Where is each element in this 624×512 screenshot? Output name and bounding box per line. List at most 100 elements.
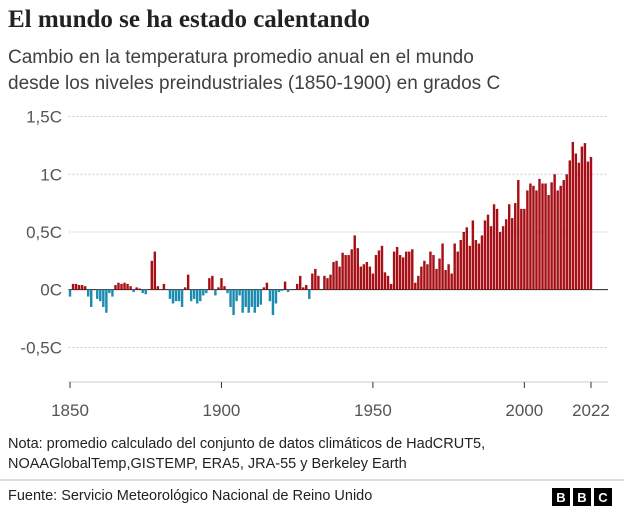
bar — [208, 278, 211, 290]
bar — [486, 214, 490, 290]
bar — [450, 273, 453, 290]
bar — [105, 289, 108, 313]
bar — [156, 286, 160, 290]
bar — [408, 251, 411, 290]
bar — [356, 248, 359, 290]
bar — [520, 208, 523, 290]
bar — [202, 289, 205, 296]
bar — [180, 289, 184, 307]
bar — [141, 289, 144, 294]
bar — [235, 289, 238, 302]
x-tick-label: 2000 — [505, 401, 543, 420]
bar — [523, 208, 526, 290]
bar — [359, 266, 363, 290]
logo-box — [594, 488, 612, 506]
bar — [574, 153, 578, 290]
bar — [80, 285, 84, 290]
bar — [386, 275, 390, 290]
logo-letter: C — [598, 490, 608, 505]
bar — [580, 146, 584, 290]
bar — [577, 162, 581, 290]
bar — [501, 226, 505, 290]
bar — [253, 289, 256, 313]
bar — [259, 289, 263, 305]
bar — [186, 274, 190, 290]
chart-subtitle: Cambio en la temperatura promedio anual … — [8, 47, 474, 68]
bar — [374, 255, 378, 290]
bar — [314, 268, 317, 290]
bar — [389, 283, 393, 290]
bar — [432, 255, 435, 290]
bar — [383, 272, 387, 290]
bar — [189, 289, 193, 302]
bar — [471, 220, 475, 290]
bar — [544, 183, 547, 290]
bar — [232, 289, 235, 316]
bar — [514, 203, 517, 290]
bar — [135, 287, 138, 290]
bar — [456, 251, 459, 290]
note: NOAAGlobalTemp,GISTEMP, ERA5, JRA-55 y B… — [8, 456, 407, 472]
bar — [417, 275, 420, 290]
chart-title: El mundo se ha estado calentando — [8, 6, 370, 33]
bar — [395, 246, 399, 290]
bar — [77, 285, 81, 290]
bar — [268, 289, 272, 302]
bar — [144, 289, 147, 295]
bar — [392, 251, 396, 290]
bar — [96, 289, 99, 299]
bar — [353, 235, 356, 290]
bar — [553, 174, 556, 290]
source: Fuente: Servicio Meteorológico Nacional … — [8, 488, 372, 504]
bar — [495, 208, 499, 290]
bar — [535, 190, 538, 290]
bar — [123, 282, 126, 290]
bar — [153, 251, 157, 290]
bar — [398, 255, 402, 290]
bar — [326, 278, 329, 290]
bar — [423, 260, 426, 290]
bar — [192, 289, 196, 299]
bar — [217, 287, 220, 290]
bar — [556, 190, 559, 290]
bar — [283, 281, 287, 290]
bar — [447, 264, 450, 290]
bar — [435, 268, 438, 290]
bar — [177, 289, 181, 302]
bar — [526, 190, 529, 290]
bar — [120, 283, 123, 290]
bar — [532, 185, 535, 290]
bar — [108, 289, 111, 294]
bar — [183, 287, 187, 290]
bar — [114, 285, 117, 290]
bar — [102, 289, 105, 307]
bar — [362, 264, 366, 290]
bar — [132, 289, 135, 292]
bar — [562, 180, 565, 290]
bar — [344, 255, 347, 290]
bar — [226, 289, 229, 294]
bar — [420, 266, 423, 290]
bar — [205, 289, 208, 294]
bar — [241, 289, 244, 313]
bar — [565, 174, 568, 290]
bar — [350, 249, 353, 290]
y-tick-label: 1C — [40, 165, 62, 184]
bar — [492, 204, 496, 290]
bar — [274, 289, 278, 304]
bar — [90, 289, 93, 307]
bar — [401, 257, 405, 290]
bar — [138, 288, 141, 290]
bar — [365, 261, 369, 290]
bar — [280, 289, 284, 291]
logo-letter: B — [556, 490, 565, 505]
y-tick-label: 1,5C — [26, 108, 62, 127]
bar — [286, 289, 290, 292]
bar — [262, 287, 266, 290]
bar — [489, 226, 493, 290]
bar — [305, 285, 308, 290]
bar — [459, 240, 462, 290]
bar — [547, 195, 550, 290]
bar — [111, 289, 114, 297]
